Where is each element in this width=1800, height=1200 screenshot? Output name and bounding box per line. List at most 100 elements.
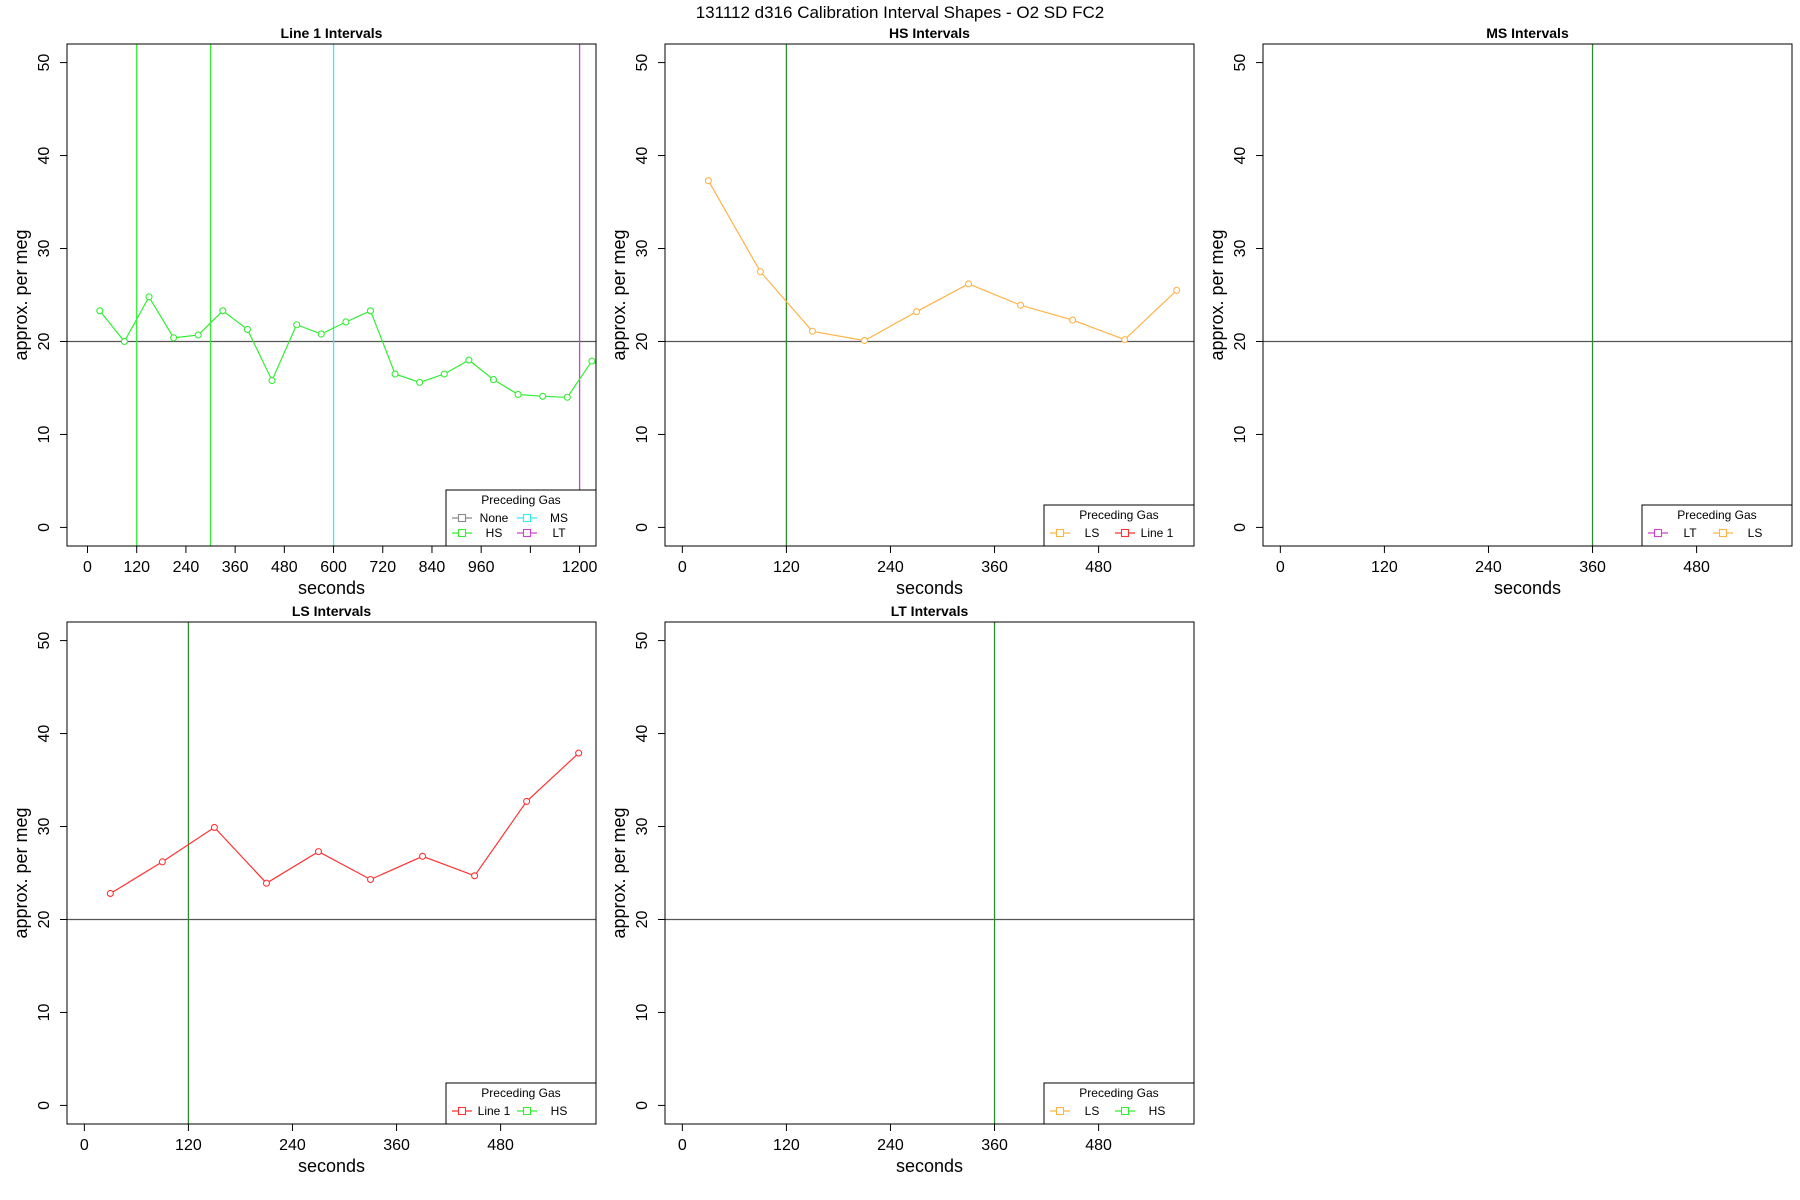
y-tick-label: 10 xyxy=(1232,425,1249,443)
chart-panel-4: LS Intervals 0 120 240 360 480 0 10 20 30 40 50 seco… xyxy=(11,603,597,1176)
data-point xyxy=(106,889,114,898)
x-axis-label: seconds xyxy=(298,1156,365,1176)
y-tick-label: 30 xyxy=(36,818,53,836)
legend-swatch-marker xyxy=(1718,528,1728,538)
legend-box xyxy=(1043,504,1195,547)
legend-swatch-marker xyxy=(1055,1106,1065,1116)
legend-title: Preceding Gas xyxy=(1677,508,1756,522)
y-tick-label: 20 xyxy=(36,332,53,350)
x-tick-label: 240 xyxy=(279,1137,306,1154)
x-axis-label: seconds xyxy=(1494,578,1561,598)
y-tick-label: 50 xyxy=(634,632,651,650)
data-point xyxy=(614,373,620,379)
data-point xyxy=(419,852,427,860)
y-tick-label: 10 xyxy=(634,425,651,443)
data-point xyxy=(210,823,218,831)
x-tick-label: 360 xyxy=(981,559,1008,576)
plot-frame xyxy=(66,43,597,547)
legend-swatch-marker xyxy=(457,1106,467,1116)
y-tick-label: 0 xyxy=(1232,523,1249,532)
y-tick-label: 50 xyxy=(1232,54,1249,72)
x-tick-label: 0 xyxy=(83,559,92,576)
data-point xyxy=(489,376,498,384)
legend-entry-label: LS xyxy=(1085,526,1100,540)
legend: Preceding Gas LS HS xyxy=(1043,1082,1195,1125)
data-point xyxy=(268,376,276,385)
panel-title: LS Intervals xyxy=(292,603,372,619)
x-tick-label: 480 xyxy=(1683,559,1710,576)
y-tick-label: 30 xyxy=(634,818,651,836)
x-tick-label: 480 xyxy=(271,559,298,576)
panel-title: LT Intervals xyxy=(891,603,969,619)
x-tick-label: 240 xyxy=(1475,559,1502,576)
y-tick-label: 10 xyxy=(36,425,53,443)
x-tick-label: 360 xyxy=(383,1137,410,1154)
chart-panel-3: MS Intervals 0 120 240 360 480 0 10 20 30 40 50 seco… xyxy=(1207,25,1793,598)
y-tick-label: 20 xyxy=(634,332,651,350)
x-tick-label: 360 xyxy=(981,1137,1008,1154)
legend: Preceding Gas LS Line 1 xyxy=(1043,504,1195,547)
data-point xyxy=(514,390,522,399)
panel-title: MS Intervals xyxy=(1486,25,1569,41)
panel-title: Line 1 Intervals xyxy=(281,25,383,41)
x-tick-label: 480 xyxy=(1085,1137,1112,1154)
data-point xyxy=(1121,336,1129,344)
x-axis-label: seconds xyxy=(896,1156,963,1176)
data-point xyxy=(704,177,712,185)
data-point xyxy=(317,330,325,338)
x-tick-label: 240 xyxy=(877,1137,904,1154)
data-point xyxy=(563,393,571,401)
legend-entry-label: None xyxy=(480,511,509,525)
figure-title: 131112 d316 Calibration Interval Shapes … xyxy=(696,3,1105,22)
data-point xyxy=(465,356,473,364)
x-axis-label: seconds xyxy=(896,578,963,598)
y-tick-label: 0 xyxy=(634,523,651,532)
x-tick-label: 0 xyxy=(678,1137,687,1154)
y-axis-label: approx. per meg xyxy=(609,807,629,938)
x-tick-label: 360 xyxy=(1579,559,1606,576)
data-point xyxy=(1017,301,1025,309)
legend-title: Preceding Gas xyxy=(481,493,560,507)
data-point xyxy=(170,334,178,342)
y-axis-label: approx. per meg xyxy=(11,807,31,938)
legend-swatch-marker xyxy=(457,513,467,523)
y-tick-label: 40 xyxy=(36,147,53,165)
x-tick-label: 960 xyxy=(468,559,495,576)
legend-swatch-marker xyxy=(1120,528,1130,538)
data-point xyxy=(342,318,350,326)
data-point xyxy=(575,749,583,757)
y-axis-label: approx. per meg xyxy=(609,229,629,360)
data-point xyxy=(145,293,153,301)
legend-swatch-marker xyxy=(1120,1106,1130,1116)
legend-swatch-marker xyxy=(522,1106,532,1116)
data-point xyxy=(1069,316,1077,324)
legend-entry-label: HS xyxy=(1149,1104,1166,1118)
legend-title: Preceding Gas xyxy=(481,1086,560,1100)
data-point xyxy=(416,378,424,386)
x-tick-label: 240 xyxy=(877,559,904,576)
legend-entry-label: LT xyxy=(552,526,566,540)
data-point xyxy=(964,280,973,288)
x-tick-label: 0 xyxy=(1276,559,1285,576)
data-point xyxy=(523,797,531,805)
legend-swatch-marker xyxy=(1055,528,1065,538)
plot-frame xyxy=(664,621,1195,1125)
x-tick-label: 840 xyxy=(419,559,446,576)
data-point xyxy=(391,370,399,378)
y-axis-label: approx. per meg xyxy=(11,229,31,360)
y-tick-label: 40 xyxy=(634,147,651,165)
y-tick-label: 40 xyxy=(634,725,651,743)
x-tick-label: 360 xyxy=(222,559,249,576)
data-point xyxy=(120,337,128,346)
x-tick-label: 480 xyxy=(487,1137,514,1154)
y-tick-label: 20 xyxy=(36,910,53,928)
series-line xyxy=(707,180,1178,342)
legend-swatch-marker xyxy=(457,528,467,538)
legend-entry-label: LT xyxy=(1683,526,1697,540)
y-tick-label: 30 xyxy=(36,240,53,258)
x-tick-label: 0 xyxy=(678,559,687,576)
data-point xyxy=(588,357,596,365)
legend-swatch-marker xyxy=(522,528,532,538)
x-tick-label: 120 xyxy=(1371,559,1398,576)
